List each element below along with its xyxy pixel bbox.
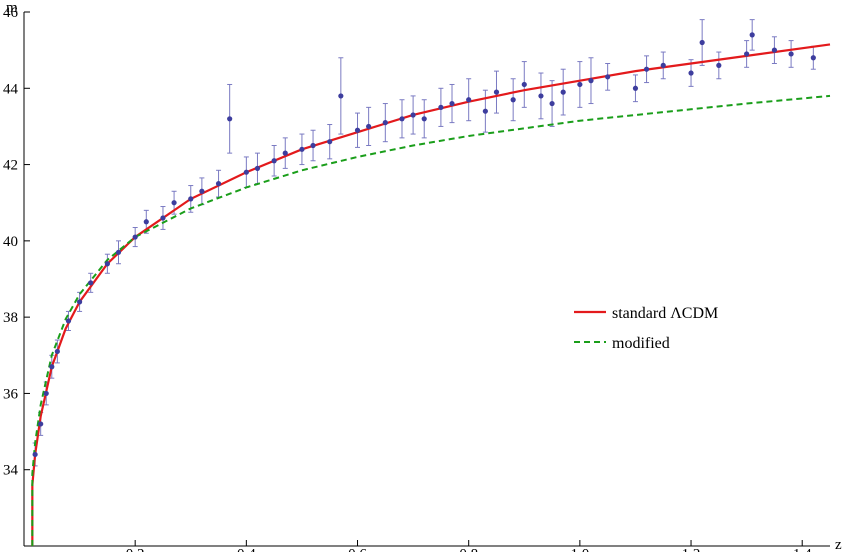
model-curves bbox=[31, 43, 831, 546]
data-point bbox=[366, 123, 372, 130]
data-point bbox=[199, 188, 205, 194]
x-tick-label: 0.6 bbox=[348, 547, 367, 552]
x-axis-label: z bbox=[835, 537, 842, 552]
data-point bbox=[282, 150, 288, 156]
data-point bbox=[299, 146, 305, 152]
data-point bbox=[521, 81, 527, 88]
x-tick-label: 1.2 bbox=[682, 547, 701, 552]
y-tick-label: 44 bbox=[3, 81, 19, 97]
data-point bbox=[605, 74, 611, 80]
y-tick-label: 46 bbox=[3, 5, 19, 21]
data-point bbox=[382, 120, 388, 126]
data-point bbox=[699, 39, 705, 46]
y-tick-label: 40 bbox=[3, 234, 18, 250]
data-point bbox=[660, 62, 666, 68]
data-point bbox=[227, 116, 233, 122]
data-point bbox=[438, 104, 444, 110]
modified-curve bbox=[31, 94, 831, 546]
data-point bbox=[482, 108, 488, 114]
data-point bbox=[143, 219, 149, 225]
x-tick-label: 1.0 bbox=[570, 547, 589, 552]
y-tick-label: 38 bbox=[3, 310, 18, 326]
x-tick-label: 1.4 bbox=[793, 547, 812, 552]
data-point bbox=[54, 348, 60, 355]
y-tick-label: 42 bbox=[3, 158, 18, 174]
data-point bbox=[243, 169, 249, 175]
data-point bbox=[171, 200, 177, 206]
y-tick-label: 36 bbox=[3, 386, 19, 402]
data-point bbox=[65, 318, 72, 324]
data-point bbox=[338, 93, 344, 99]
data-point bbox=[188, 196, 194, 202]
legend-label-modified: modified bbox=[612, 335, 670, 352]
y-axis-label: m bbox=[6, 0, 18, 16]
data-point bbox=[32, 451, 38, 458]
y-ticks: 34 36 38 40 42 44 46 bbox=[3, 5, 30, 479]
data-point bbox=[215, 181, 222, 187]
data-point bbox=[538, 93, 544, 99]
data-point bbox=[493, 89, 500, 95]
data-point bbox=[76, 299, 83, 305]
data-point bbox=[510, 97, 516, 103]
data-point bbox=[449, 100, 455, 107]
data-point bbox=[643, 66, 650, 72]
data-points bbox=[32, 32, 816, 458]
axes bbox=[23, 12, 830, 547]
data-point bbox=[466, 97, 472, 103]
data-point bbox=[549, 100, 555, 107]
data-point bbox=[716, 62, 722, 68]
data-point bbox=[810, 55, 816, 61]
data-point bbox=[410, 112, 416, 118]
data-point bbox=[43, 390, 49, 397]
data-point bbox=[788, 51, 794, 57]
data-point bbox=[749, 32, 755, 38]
data-point bbox=[632, 85, 639, 91]
data-point bbox=[688, 70, 694, 76]
x-tick-label: 0.2 bbox=[126, 547, 145, 552]
data-point bbox=[38, 421, 44, 427]
data-point bbox=[115, 249, 122, 255]
standard-lcdm-curve bbox=[31, 43, 831, 546]
x-tick-label: 0.4 bbox=[237, 547, 256, 552]
data-point bbox=[354, 127, 361, 133]
data-point bbox=[577, 81, 583, 88]
legend: standard ΛCDM modified bbox=[574, 305, 718, 352]
data-point bbox=[104, 261, 110, 267]
data-point bbox=[49, 364, 55, 370]
error-bars bbox=[32, 19, 816, 467]
data-point bbox=[271, 158, 277, 164]
data-point bbox=[744, 51, 750, 57]
data-point bbox=[399, 116, 405, 122]
data-point bbox=[560, 89, 566, 95]
data-point bbox=[254, 165, 261, 171]
data-point bbox=[327, 139, 333, 145]
x-tick-label: 0.8 bbox=[459, 547, 478, 552]
legend-label-standard: standard ΛCDM bbox=[612, 305, 718, 322]
y-tick-label: 34 bbox=[3, 463, 19, 479]
data-point bbox=[421, 116, 427, 122]
data-point bbox=[771, 47, 778, 53]
data-point bbox=[88, 280, 94, 286]
x-ticks: 0.2 0.4 0.6 0.8 1.0 1.2 1.4 bbox=[126, 540, 812, 552]
data-point bbox=[132, 234, 138, 240]
data-point bbox=[160, 215, 166, 221]
data-point bbox=[310, 142, 316, 149]
data-point bbox=[588, 78, 594, 84]
